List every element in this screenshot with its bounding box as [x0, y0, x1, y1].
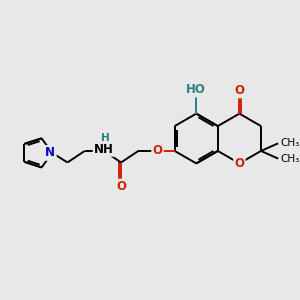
Text: O: O: [152, 145, 163, 158]
Text: CH₃: CH₃: [280, 154, 299, 164]
Text: O: O: [234, 84, 244, 97]
Text: N: N: [45, 146, 55, 159]
Text: H: H: [101, 133, 110, 143]
Text: N: N: [45, 146, 55, 159]
Text: O: O: [234, 157, 244, 170]
Text: NH: NH: [94, 142, 114, 155]
Text: O: O: [116, 180, 126, 193]
Text: CH₃: CH₃: [280, 138, 299, 148]
Text: HO: HO: [186, 83, 206, 96]
